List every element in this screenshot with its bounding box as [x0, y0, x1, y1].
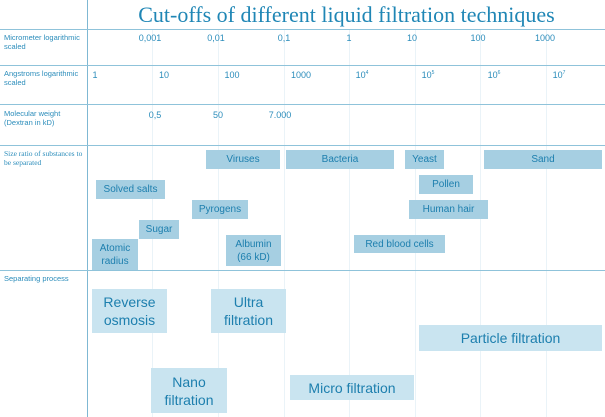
- row-label-molecular: Molecular weight (Dextran in kD): [4, 109, 61, 127]
- tick-exponent: 4: [365, 70, 369, 76]
- label-line: osmosis: [103, 312, 156, 328]
- gridline: [546, 29, 547, 417]
- label-line: Albumin: [235, 238, 272, 250]
- angstrom-tick: 1000: [290, 70, 312, 80]
- angstrom-tick: 100: [224, 70, 240, 80]
- substance-albumin: Albumin (66 kD): [226, 235, 281, 266]
- angstrom-tick: 105: [422, 70, 435, 80]
- gridline: [480, 29, 481, 417]
- substance-red-blood-cells: Red blood cells: [354, 235, 445, 253]
- label-line: radius: [101, 255, 129, 267]
- process-nano-filtration: Nano filtration: [151, 368, 227, 413]
- tick-exponent: 7: [562, 70, 566, 76]
- gridline: [349, 29, 350, 417]
- molecular-tick: 7.000: [268, 110, 292, 120]
- row-divider: [0, 145, 605, 146]
- label-line: filtration: [164, 391, 214, 408]
- label-line: filtration: [223, 312, 274, 328]
- substance-pollen: Pollen: [419, 175, 473, 194]
- angstrom-tick: 10: [158, 70, 170, 80]
- row-label-angstroms: Angstroms logarithmic scaled: [4, 69, 79, 87]
- molecular-tick: 0,5: [148, 110, 162, 120]
- substance-pyrogens: Pyrogens: [192, 200, 248, 219]
- substance-human-hair: Human hair: [409, 200, 488, 219]
- diagram-title: Cut-offs of different liquid filtration …: [138, 2, 555, 27]
- tick-base: 10: [355, 70, 366, 80]
- substance-yeast: Yeast: [405, 150, 444, 169]
- row-divider: [0, 29, 605, 30]
- substance-solved-salts: Solved salts: [96, 180, 165, 199]
- tick-base: 10: [421, 70, 432, 80]
- label-line: Nano: [172, 373, 206, 390]
- tick-base: 10: [552, 70, 563, 80]
- micrometer-tick: 0,1: [277, 33, 291, 43]
- label-line: (66 kD): [237, 251, 270, 263]
- micrometer-tick: 1000: [534, 33, 556, 43]
- tick-base: 10: [487, 70, 498, 80]
- label-line: Reverse: [103, 294, 156, 310]
- gridline: [415, 29, 416, 417]
- row-label-micrometer: Micrometer logarithmic scaled: [4, 33, 80, 51]
- micrometer-tick: 100: [470, 33, 486, 43]
- tick-exponent: 5: [431, 70, 435, 76]
- micrometer-tick: 1: [346, 33, 352, 43]
- gridline: [218, 29, 219, 417]
- micrometer-tick: 0,001: [138, 33, 162, 43]
- substance-viruses: Viruses: [206, 150, 280, 169]
- angstrom-tick: 104: [356, 70, 369, 80]
- row-divider: [0, 270, 605, 271]
- substance-sand: Sand: [484, 150, 602, 169]
- process-particle-filtration: Particle filtration: [419, 325, 602, 351]
- row-divider: [0, 65, 605, 66]
- substance-bacteria: Bacteria: [286, 150, 394, 169]
- row-divider: [0, 104, 605, 105]
- substance-atomic-radius: Atomic radius: [92, 239, 138, 270]
- process-micro-filtration: Micro filtration: [290, 375, 414, 400]
- angstrom-tick: 106: [488, 70, 501, 80]
- micrometer-tick: 0,01: [207, 33, 225, 43]
- micrometer-tick: 10: [406, 33, 418, 43]
- angstrom-tick: 1: [92, 70, 98, 80]
- label-line: Ultra: [233, 294, 264, 310]
- gridline: [284, 29, 285, 417]
- process-reverse-osmosis: Reverse osmosis: [92, 289, 167, 333]
- row-label-process: Separating process: [4, 274, 69, 283]
- molecular-tick: 50: [212, 110, 224, 120]
- angstrom-tick: 107: [553, 70, 566, 80]
- tick-exponent: 6: [497, 70, 501, 76]
- column-divider: [87, 0, 88, 417]
- substance-sugar: Sugar: [139, 220, 179, 239]
- label-line: Atomic: [99, 242, 131, 254]
- row-label-size: Size ratio of substances to be separated: [4, 149, 83, 167]
- process-ultra-filtration: Ultra filtration: [211, 289, 286, 333]
